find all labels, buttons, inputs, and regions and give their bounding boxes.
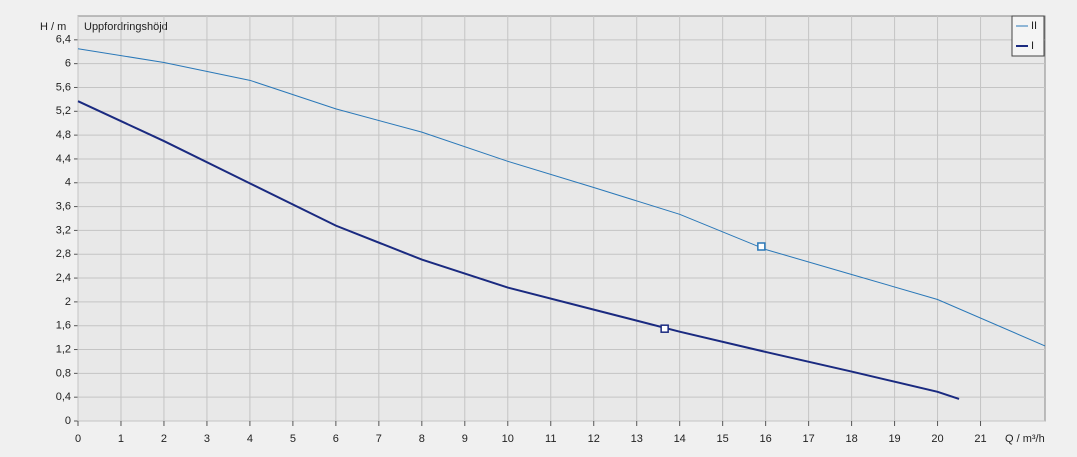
x-tick-label: 18 [845, 433, 857, 445]
y-tick-label: 1,2 [56, 343, 71, 355]
x-tick-label: 20 [931, 433, 943, 445]
x-tick-label: 12 [588, 433, 600, 445]
y-tick-label: 3,6 [56, 200, 71, 212]
x-axis-label: Q / m³/h [1005, 433, 1045, 445]
y-tick-label: 4 [65, 177, 71, 189]
y-tick-label: 6,4 [56, 34, 71, 46]
plot-area [77, 15, 1046, 422]
x-tick-label: 3 [204, 433, 210, 445]
x-tick-label: 0 [75, 433, 81, 445]
y-tick-label: 2,4 [56, 272, 71, 284]
x-tick-label: 7 [376, 433, 382, 445]
y-tick-label: 2 [65, 296, 71, 308]
y-tick-label: 5,2 [56, 105, 71, 117]
x-tick-label: 16 [760, 433, 772, 445]
series-line [77, 100, 960, 400]
chart-title: Uppfordringshöjd [84, 21, 168, 33]
y-tick-label: 4,4 [56, 153, 71, 165]
y-tick-label: 5,6 [56, 81, 71, 93]
y-tick-label: 0,4 [56, 391, 71, 403]
x-tick-label: 10 [502, 433, 514, 445]
legend-label: I [1031, 40, 1034, 52]
y-tick-label: 3,2 [56, 224, 71, 236]
y-tick-label: 2,8 [56, 248, 71, 260]
x-tick-label: 21 [974, 433, 986, 445]
x-tick-label: 5 [290, 433, 296, 445]
y-tick-label: 0 [65, 415, 71, 427]
x-tick-label: 11 [545, 433, 556, 445]
x-tick-label: 8 [419, 433, 425, 445]
operating-point [757, 242, 766, 251]
x-tick-label: 6 [333, 433, 339, 445]
operating-point [660, 324, 669, 333]
x-tick-label: 1 [118, 433, 124, 445]
y-tick-label: 6 [65, 58, 71, 70]
x-tick-label: 2 [161, 433, 167, 445]
x-tick-label: 17 [802, 433, 814, 445]
legend-label: II [1031, 20, 1037, 32]
x-tick-label: 19 [888, 433, 900, 445]
series-line [77, 48, 1046, 347]
x-tick-label: 15 [717, 433, 729, 445]
legend-box [1011, 15, 1045, 57]
y-tick-label: 4,8 [56, 129, 71, 141]
y-tick-label: 1,6 [56, 320, 71, 332]
y-tick-label: 0,8 [56, 367, 71, 379]
x-tick-label: 9 [462, 433, 468, 445]
x-tick-label: 13 [631, 433, 643, 445]
y-axis-label: H / m [40, 21, 66, 33]
x-tick-label: 4 [247, 433, 253, 445]
x-tick-label: 14 [674, 433, 686, 445]
